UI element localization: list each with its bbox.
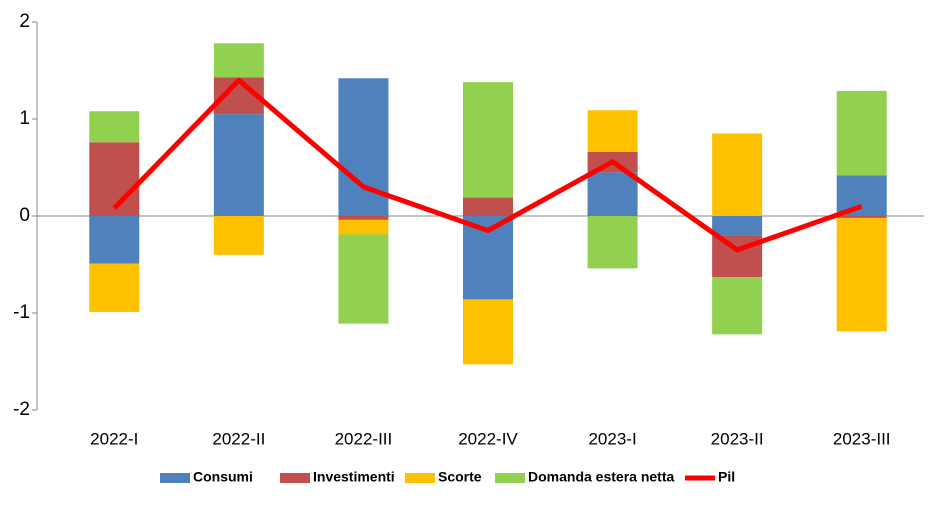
bar [587,172,638,216]
y-tick-label: -2 [13,399,30,420]
bar [213,114,264,216]
bar [213,43,264,78]
legend-swatch [160,473,190,483]
legend-label: Scorte [438,469,482,485]
bar [836,217,887,332]
legend-label: Investimenti [313,469,395,485]
bar [338,219,389,235]
legend-label: Consumi [193,469,253,485]
x-tick-label: 2023-III [833,429,891,448]
x-tick-label: 2022-IV [458,429,518,448]
bar [712,216,763,236]
legend-label: Pil [718,469,735,485]
legend-swatch [280,473,310,483]
legend-swatch [495,473,525,483]
x-tick-label: 2023-I [588,429,636,448]
bar [89,216,140,264]
bar [89,142,140,216]
y-tick-label: 0 [19,205,30,226]
bar [836,216,887,218]
bar [712,277,763,335]
x-tick-label: 2023-II [711,429,764,448]
bar [836,90,887,176]
bar [587,216,638,269]
y-tick-label: -1 [13,302,30,323]
x-tick-label: 2022-III [335,429,393,448]
legend-label: Domanda estera netta [528,469,674,485]
bar [89,263,140,313]
bar [836,175,887,216]
bar [712,133,763,216]
y-tick-label: 1 [19,108,30,129]
bar [338,216,389,220]
bar [89,111,140,143]
y-tick-label: 2 [19,11,30,32]
bar [463,82,513,198]
line [112,77,863,253]
bar [338,234,389,324]
legend-swatch [405,473,435,483]
bar [463,197,513,216]
bar [587,110,638,152]
x-tick-label: 2022-I [90,429,138,448]
bar [463,299,513,365]
x-tick-label: 2022-II [212,429,265,448]
bar [213,216,264,255]
